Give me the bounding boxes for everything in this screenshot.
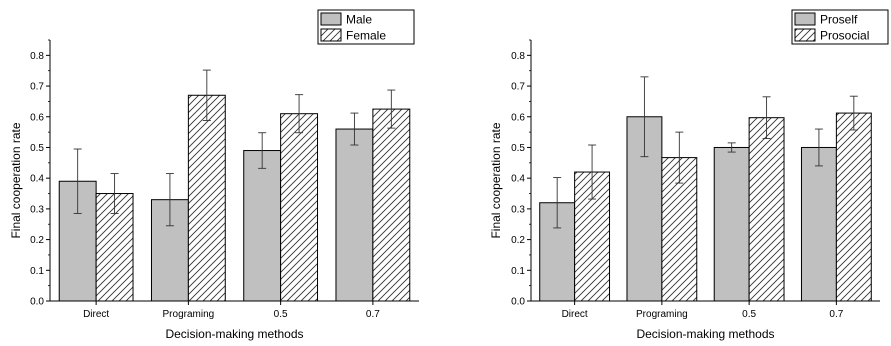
error-bar-male-3 [258, 132, 267, 169]
y-axis-label: Final cooperation rate [489, 122, 503, 238]
y-tick-label: 0.2 [511, 235, 525, 246]
y-tick-label: 0.5 [30, 143, 44, 154]
y-tick-label: 0.5 [511, 143, 525, 154]
bar-prosocial-4 [835, 112, 872, 302]
y-tick-label: 0.0 [511, 297, 525, 308]
error-bar-female-4 [387, 89, 396, 129]
y-tick-label: 0.8 [511, 51, 525, 62]
bar-male-3 [243, 150, 282, 302]
y-tick-label: 0.2 [30, 235, 44, 246]
chart-2: Direct Programing 0.5 0.7 0.0 0.1 0.2 0.3 0.4 0.5… [489, 9, 889, 341]
error-bar-prosocial-1 [588, 144, 597, 200]
y-tick-label: 0.0 [30, 297, 44, 308]
legend-label-prosocial: Prosocial [820, 29, 869, 43]
y-tick-label: 0.7 [30, 82, 44, 93]
error-bar-prosocial-2 [675, 131, 684, 184]
legend-swatch-proself [794, 12, 816, 26]
error-bar-proself-2 [640, 76, 649, 158]
legend-swatch-male [320, 12, 342, 26]
x-tick-label: Direct [83, 309, 109, 320]
error-bar-proself-1 [553, 177, 562, 229]
y-tick-label: 0.4 [30, 174, 44, 185]
y-tick-label: 0.7 [511, 82, 525, 93]
error-bar-female-2 [202, 69, 211, 121]
bar-female-4 [372, 108, 411, 302]
legend: Male Female [317, 9, 415, 45]
x-tick-label: Programing [636, 309, 688, 320]
bar-male-4 [335, 128, 374, 302]
x-axis-label: Decision-making methods [165, 327, 303, 341]
error-bar-male-1 [73, 148, 82, 214]
error-bar-proself-4 [814, 128, 823, 167]
x-tick-label: 0.7 [366, 309, 380, 320]
chart-1: Direct Programing 0.5 0.7 0.0 0.1 0.2 0.3 0.4 0.5… [9, 9, 419, 341]
x-tick-label: 0.5 [274, 309, 288, 320]
y-tick-label: 0.3 [511, 204, 525, 215]
bar-female-2 [187, 94, 226, 302]
x-tick-label: Programing [163, 309, 215, 320]
bar-proself-4 [800, 146, 837, 302]
y-axis-label: Final cooperation rate [9, 122, 23, 238]
y-tick-label: 0.1 [30, 266, 44, 277]
legend-swatch-prosocial [794, 28, 816, 42]
bar-prosocial-3 [748, 117, 785, 302]
x-tick-label: Direct [562, 309, 588, 320]
x-tick-label: 0.5 [742, 309, 756, 320]
y-tick-label: 0.1 [511, 266, 525, 277]
y-tick-label: 0.6 [511, 112, 525, 123]
bar-proself-3 [713, 146, 750, 302]
error-bar-female-3 [295, 94, 304, 134]
legend: Proself Prosocial [791, 9, 889, 45]
error-bar-prosocial-3 [762, 96, 771, 140]
legend-label-male: Male [346, 13, 372, 27]
x-axis-label: Decision-making methods [636, 327, 774, 341]
error-bar-male-2 [165, 173, 174, 227]
error-bar-female-1 [110, 173, 119, 214]
x-tick-label: 0.7 [829, 309, 843, 320]
y-tick-label: 0.4 [511, 174, 525, 185]
y-tick-label: 0.3 [30, 204, 44, 215]
bar-female-3 [280, 113, 319, 302]
legend-swatch-female [320, 28, 342, 42]
y-tick-label: 0.8 [30, 51, 44, 62]
error-bar-prosocial-4 [849, 95, 858, 131]
y-tick-label: 0.6 [30, 112, 44, 123]
error-bar-male-4 [350, 112, 359, 146]
legend-label-female: Female [346, 29, 386, 43]
error-bar-proself-3 [727, 142, 736, 153]
legend-label-proself: Proself [820, 13, 858, 27]
